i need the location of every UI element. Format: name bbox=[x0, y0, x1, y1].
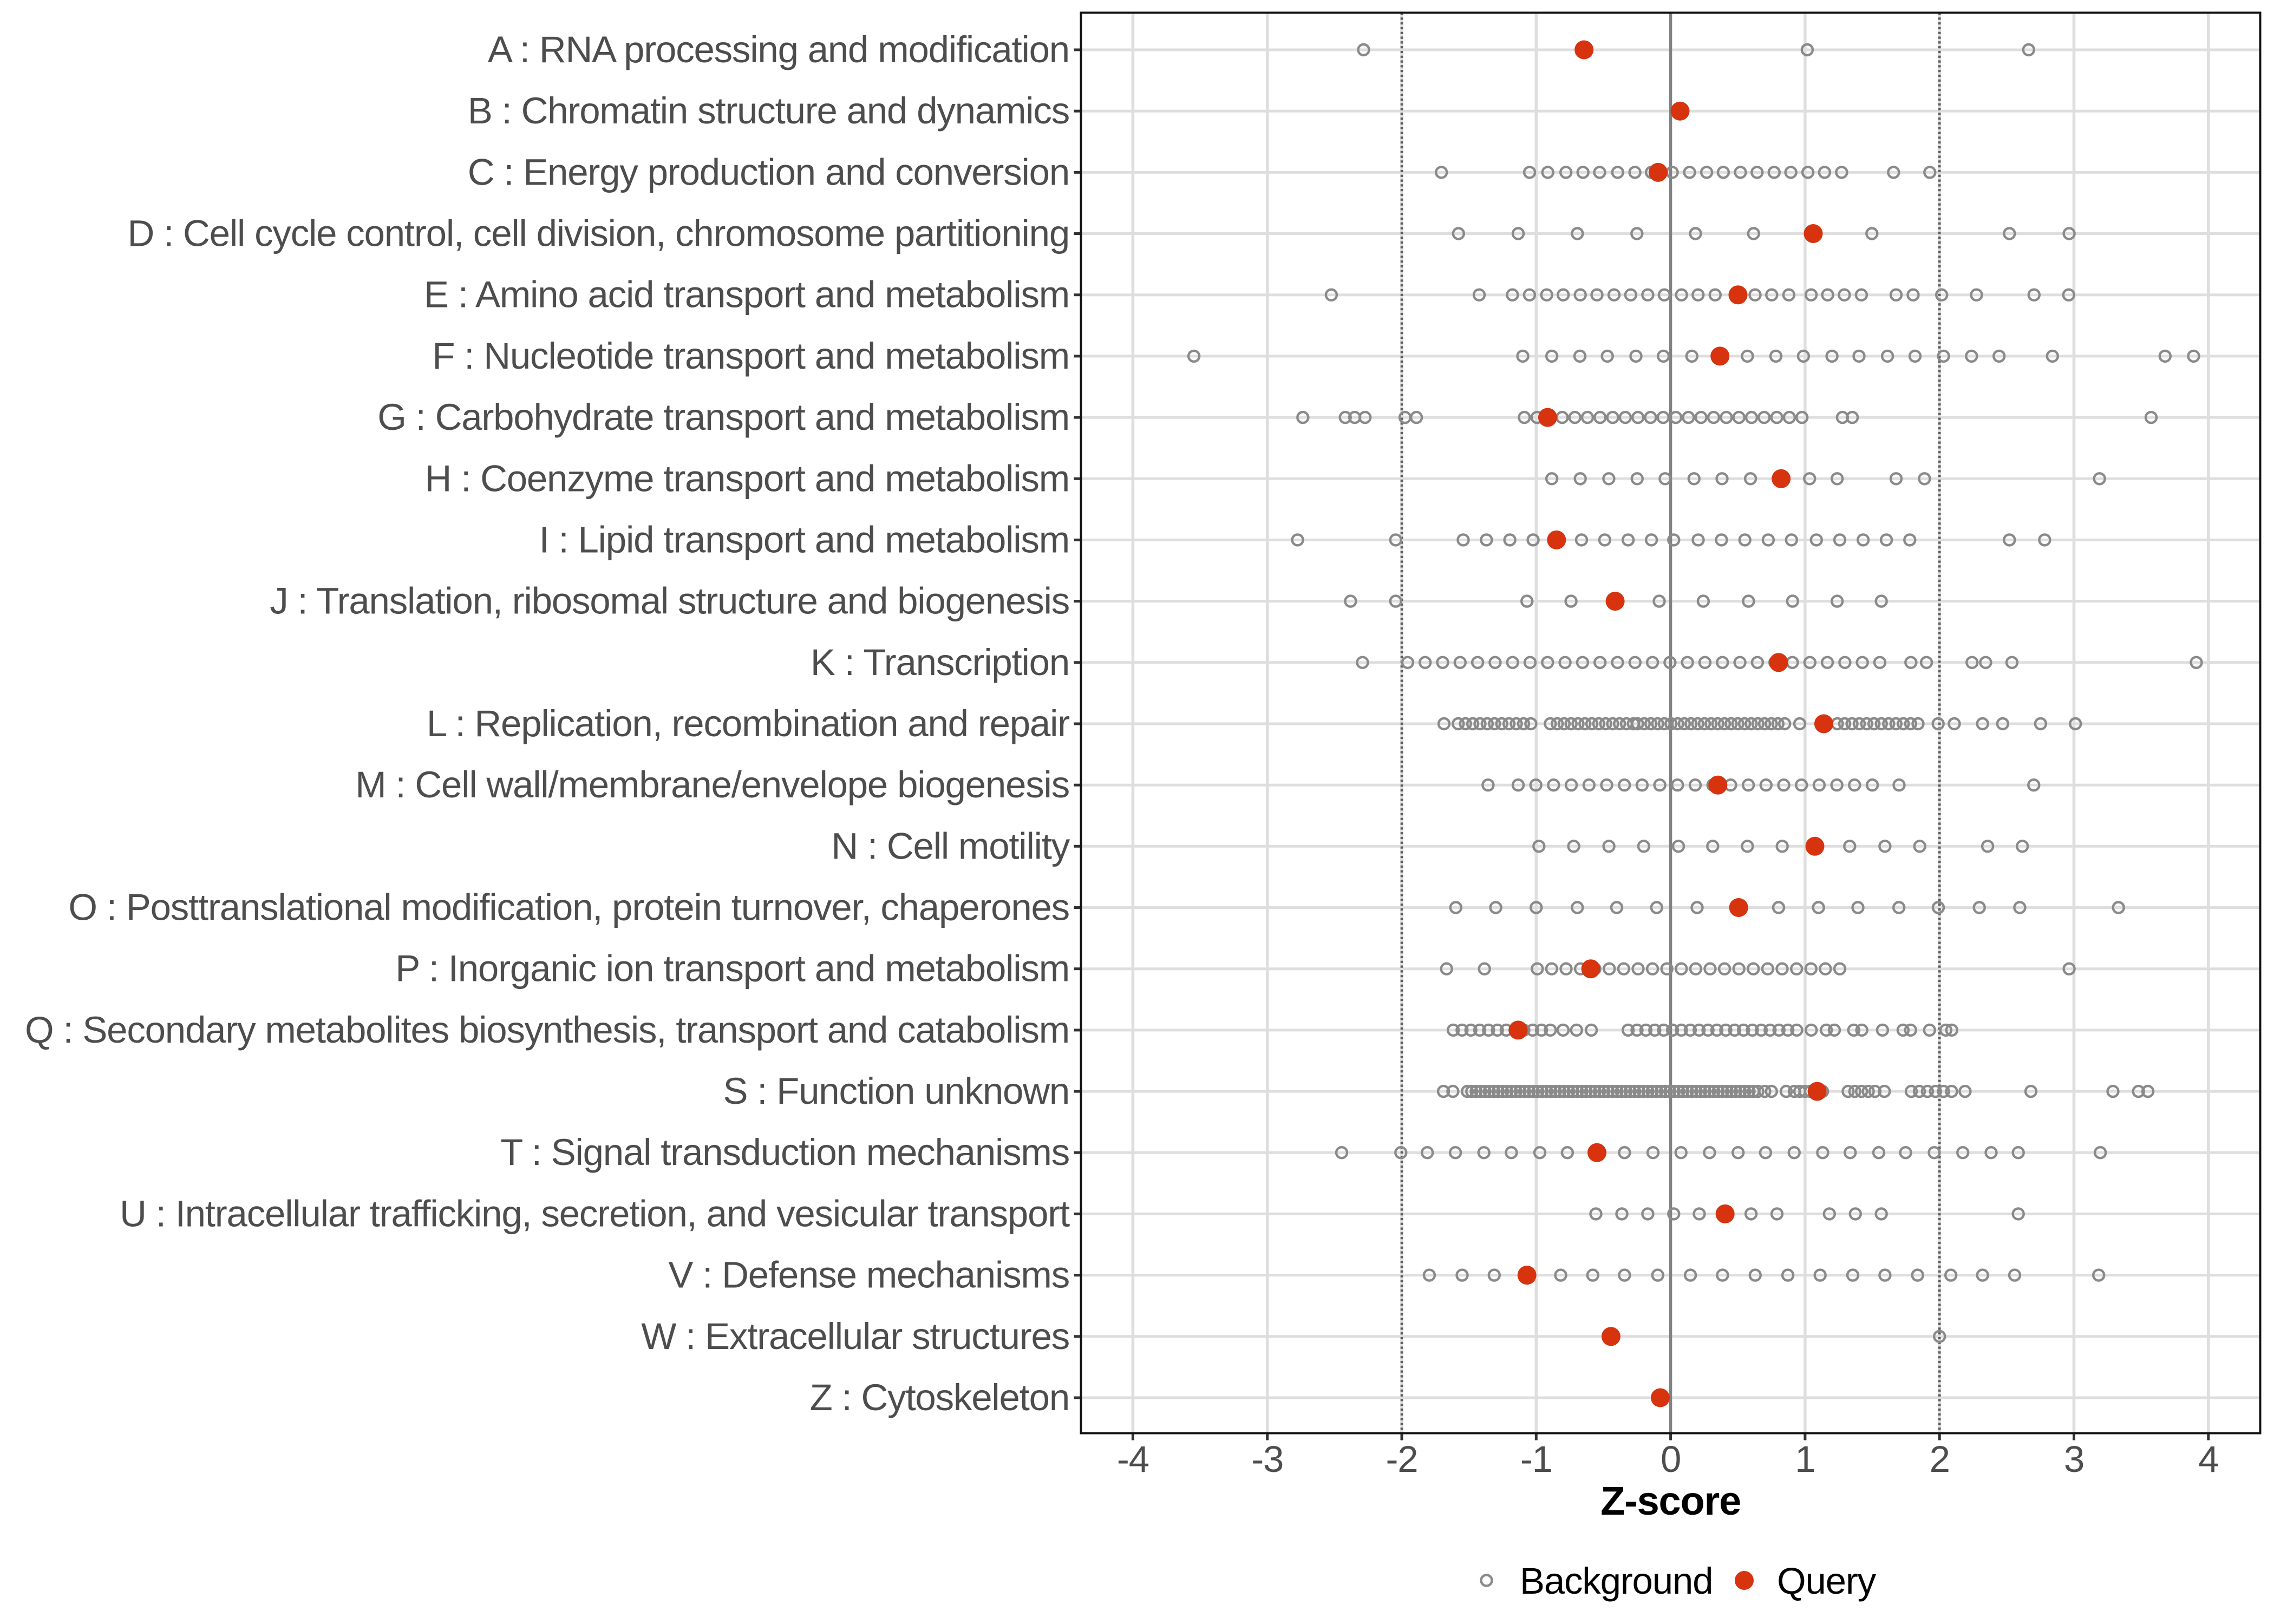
svg-text:-3: -3 bbox=[1251, 1438, 1283, 1480]
svg-text:-4: -4 bbox=[1117, 1438, 1149, 1480]
svg-text:I : Lipid transport and metabo: I : Lipid transport and metabolism bbox=[539, 519, 1069, 560]
svg-text:4: 4 bbox=[2198, 1438, 2218, 1480]
svg-text:G : Carbohydrate transport and: G : Carbohydrate transport and metabolis… bbox=[377, 396, 1069, 438]
svg-text:-2: -2 bbox=[1386, 1438, 1418, 1480]
svg-text:1: 1 bbox=[1795, 1438, 1815, 1480]
svg-text:U : Intracellular trafficking,: U : Intracellular trafficking, secretion… bbox=[120, 1193, 1070, 1234]
svg-text:M : Cell wall/membrane/envelop: M : Cell wall/membrane/envelope biogenes… bbox=[355, 764, 1069, 806]
svg-text:-1: -1 bbox=[1520, 1438, 1552, 1480]
svg-text:D : Cell cycle control, cell d: D : Cell cycle control, cell division, c… bbox=[128, 213, 1069, 254]
svg-text:C : Energy production and conv: C : Energy production and conversion bbox=[468, 151, 1069, 193]
svg-text:J : Translation, ribosomal str: J : Translation, ribosomal structure and… bbox=[270, 580, 1069, 622]
svg-text:E : Amino acid transport and m: E : Amino acid transport and metabolism bbox=[424, 274, 1069, 316]
svg-text:H : Coenzyme transport and met: H : Coenzyme transport and metabolism bbox=[425, 457, 1069, 499]
svg-text:O : Posttranslational modifica: O : Posttranslational modification, prot… bbox=[68, 887, 1069, 928]
svg-text:Query: Query bbox=[1777, 1560, 1877, 1602]
svg-text:S : Function unknown: S : Function unknown bbox=[723, 1070, 1069, 1112]
svg-text:L : Replication, recombination: L : Replication, recombination and repai… bbox=[427, 703, 1069, 744]
svg-text:V : Defense mechanisms: V : Defense mechanisms bbox=[668, 1254, 1069, 1296]
svg-text:Q : Secondary metabolites bios: Q : Secondary metabolites biosynthesis, … bbox=[25, 1009, 1069, 1051]
svg-text:Background: Background bbox=[1520, 1560, 1713, 1602]
svg-text:3: 3 bbox=[2064, 1438, 2084, 1480]
svg-text:N : Cell motility: N : Cell motility bbox=[831, 825, 1070, 867]
svg-text:T : Signal transduction mechan: T : Signal transduction mechanisms bbox=[500, 1131, 1069, 1173]
svg-text:A : RNA processing and modific: A : RNA processing and modification bbox=[488, 29, 1069, 70]
svg-text:W : Extracellular structures: W : Extracellular structures bbox=[641, 1315, 1069, 1357]
svg-text:2: 2 bbox=[1930, 1438, 1950, 1480]
svg-text:P : Inorganic ion transport an: P : Inorganic ion transport and metaboli… bbox=[395, 948, 1069, 990]
svg-text:B : Chromatin structure and dy: B : Chromatin structure and dynamics bbox=[468, 90, 1069, 132]
svg-text:0: 0 bbox=[1661, 1438, 1681, 1480]
svg-text:F : Nucleotide transport and m: F : Nucleotide transport and metabolism bbox=[432, 335, 1069, 377]
svg-text:Z-score: Z-score bbox=[1600, 1478, 1741, 1523]
svg-text:K : Transcription: K : Transcription bbox=[811, 641, 1069, 683]
svg-text:Z : Cytoskeleton: Z : Cytoskeleton bbox=[810, 1377, 1069, 1418]
